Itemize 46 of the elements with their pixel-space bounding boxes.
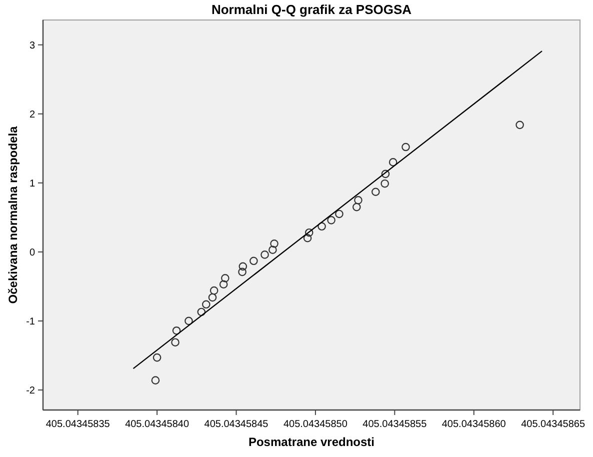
- point: [238, 268, 246, 276]
- y-tick-label: 1: [29, 178, 36, 190]
- point: [152, 353, 162, 362]
- point: [318, 222, 326, 231]
- point: [402, 142, 410, 152]
- point: [171, 338, 180, 347]
- point: [208, 293, 217, 302]
- y-tick-label: -2: [26, 385, 36, 396]
- y-tick-label: 2: [29, 109, 36, 120]
- x-tick-label: 405.04345835: [46, 419, 110, 430]
- point: [304, 228, 314, 237]
- point: [354, 196, 362, 204]
- point: [202, 300, 210, 309]
- point: [210, 286, 218, 295]
- x-tick-label: 405.04345860: [442, 419, 506, 430]
- y-tick-label: 3: [29, 40, 36, 52]
- x-tick-label: 405.04345865: [521, 419, 586, 430]
- point: [303, 234, 312, 242]
- point: [250, 256, 258, 266]
- y-tick-label: -1: [26, 316, 36, 328]
- x-tick-label: 405.04345850: [283, 419, 348, 430]
- point: [197, 308, 206, 316]
- point: [172, 326, 181, 335]
- point: [151, 376, 160, 384]
- point: [270, 239, 278, 248]
- point: [381, 170, 390, 178]
- point: [388, 158, 398, 166]
- x-tick-label: 405.04345840: [125, 419, 190, 430]
- chart-title: Normalni Q-Q grafik za PSOGSA: [211, 2, 412, 17]
- point: [380, 179, 389, 188]
- x-tick-label: 405.04345855: [362, 419, 428, 430]
- point: [260, 250, 269, 259]
- point: [268, 246, 277, 254]
- point: [327, 216, 336, 224]
- y-axis-title: Očekivana normalna raspodela: [6, 126, 20, 304]
- point: [184, 316, 193, 326]
- point: [516, 120, 524, 130]
- x-axis-title: Posmatrane vrednosti: [248, 435, 375, 449]
- y-tick-label: 0: [29, 247, 36, 258]
- point: [219, 280, 228, 289]
- point: [352, 202, 361, 212]
- point: [221, 274, 230, 282]
- point: [372, 188, 380, 196]
- point: [238, 262, 248, 271]
- x-tick-label: 405.04345845: [204, 419, 269, 430]
- point: [335, 210, 344, 218]
